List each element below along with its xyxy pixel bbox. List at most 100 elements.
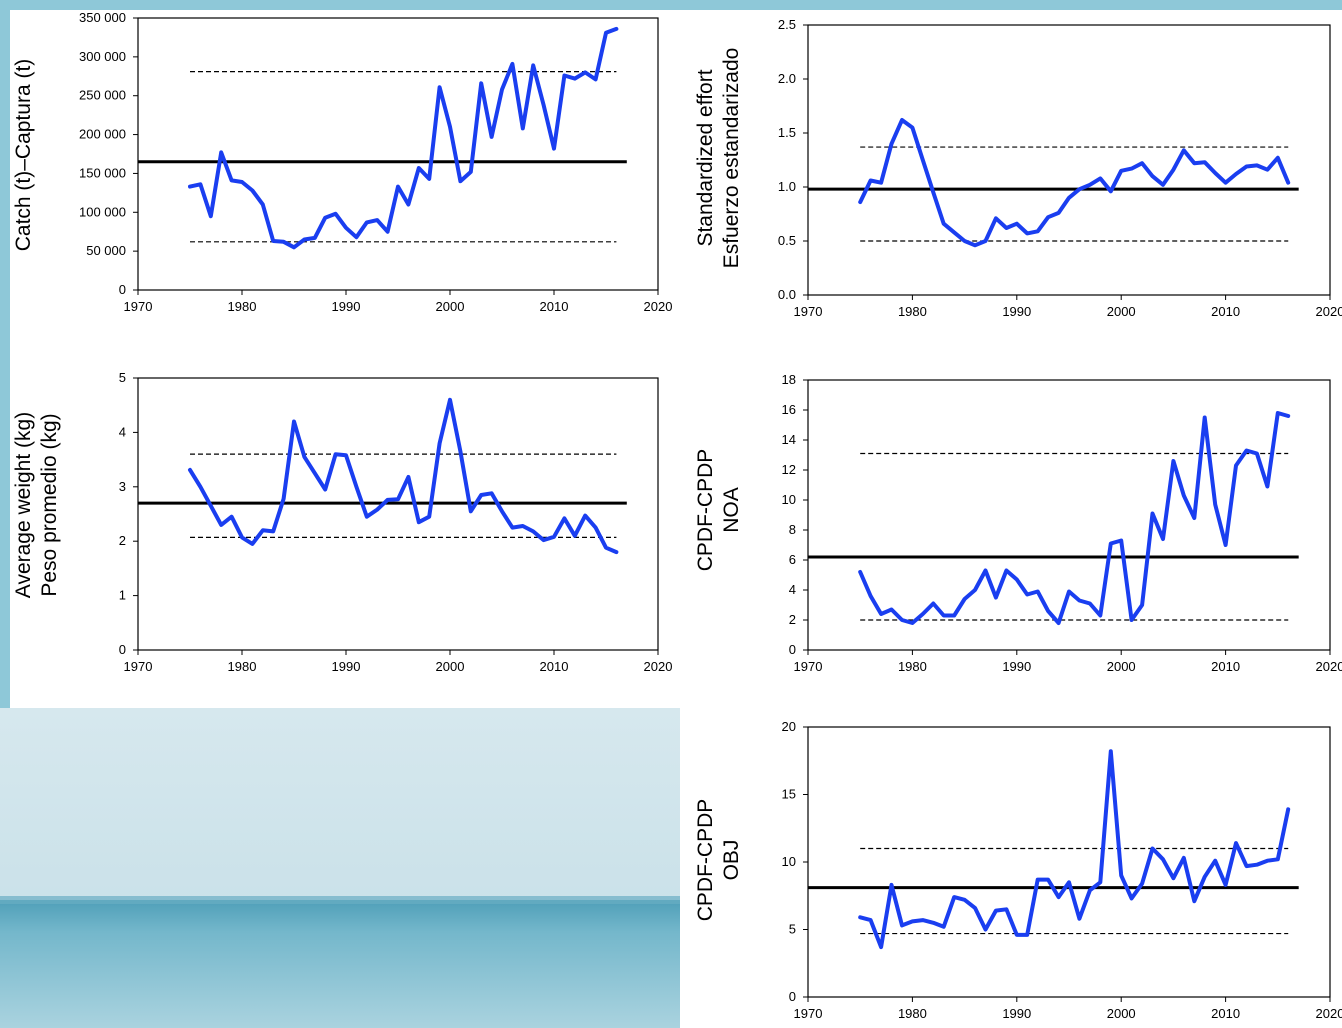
data-point <box>901 619 903 621</box>
y-tick-label: 1.0 <box>778 179 796 194</box>
data-point <box>995 909 997 912</box>
data-point <box>995 217 997 220</box>
data-point <box>1277 412 1279 414</box>
data-point <box>407 203 410 206</box>
data-point <box>615 551 618 553</box>
data-point <box>282 497 285 500</box>
data-point <box>1141 162 1143 165</box>
data-point <box>241 181 243 183</box>
data-point <box>355 486 358 488</box>
x-tick-label: 2020 <box>644 299 673 314</box>
data-point <box>282 241 285 243</box>
data-point <box>1151 175 1154 177</box>
data-point <box>1016 578 1018 581</box>
data-point <box>1036 878 1039 881</box>
data-point <box>1172 460 1175 462</box>
y-axis-label: OBJ <box>720 840 743 881</box>
y-tick-label: 5 <box>119 370 126 385</box>
plot-frame <box>807 379 1331 651</box>
data-point <box>1193 162 1196 165</box>
chart-svg: 0.0 0.5 1.0 1.5 2.0 2.5 1970 1980 1990 2000 2010 20… <box>694 17 1342 319</box>
x-tick-label: 2010 <box>1211 659 1240 674</box>
data-point <box>428 515 431 518</box>
data-point <box>1172 168 1175 171</box>
data-point <box>869 919 872 921</box>
data-point <box>890 143 893 145</box>
data-point <box>963 899 966 901</box>
data-point <box>932 921 935 924</box>
data-point <box>1266 485 1269 488</box>
data-point <box>334 213 337 215</box>
data-point <box>1068 881 1070 884</box>
x-tick-label: 1980 <box>228 659 257 674</box>
data-point <box>869 595 872 597</box>
y-tick-label: 0 <box>789 642 796 657</box>
data-point <box>1183 494 1185 497</box>
data-point <box>1162 184 1164 186</box>
data-point <box>1099 177 1102 180</box>
data-point <box>220 524 222 526</box>
cpdf-obj-chart-panel: 0 5 10 15 20 1970 1980 1990 2000 2010 2020 CPDF-CPD… <box>680 705 1342 1028</box>
y-tick-label: 3 <box>119 479 126 494</box>
y-axis-label: Esfuerzo estandarizado <box>720 48 743 269</box>
data-point <box>942 222 945 225</box>
x-tick-label: 2010 <box>1211 304 1240 319</box>
data-point <box>189 185 191 188</box>
data-point <box>1224 544 1227 546</box>
data-point <box>1193 900 1196 902</box>
data-point <box>1089 889 1091 892</box>
data-point <box>1026 934 1029 936</box>
data-point <box>501 510 503 513</box>
x-tick-label: 2000 <box>436 299 465 314</box>
data-point <box>594 78 597 81</box>
data-point <box>542 104 545 106</box>
y-tick-label: 150 000 <box>79 165 126 180</box>
data-point <box>1120 874 1122 877</box>
data-point <box>438 86 441 88</box>
data-point <box>963 598 966 600</box>
data-point <box>584 71 586 74</box>
series-line <box>858 118 1291 248</box>
data-point <box>1266 168 1269 171</box>
y-tick-label: 4 <box>119 424 126 439</box>
data-point <box>418 521 420 523</box>
data-point <box>397 498 399 501</box>
data-point <box>386 230 389 233</box>
data-point <box>1235 842 1237 844</box>
data-point <box>932 191 935 194</box>
data-point <box>199 486 202 488</box>
data-point <box>303 456 306 458</box>
y-tick-label: 5 <box>789 922 796 937</box>
data-point <box>1016 934 1018 936</box>
data-point <box>324 216 327 219</box>
data-point <box>532 530 534 533</box>
y-axis-label: CPDF-CPDP <box>694 449 717 572</box>
data-point <box>459 450 462 453</box>
x-tick-label: 1980 <box>898 304 927 319</box>
data-point <box>449 126 451 128</box>
data-point <box>501 88 503 91</box>
x-tick-label: 1970 <box>794 659 823 674</box>
x-tick-label: 1970 <box>124 299 153 314</box>
y-tick-label: 12 <box>782 462 796 477</box>
data-point <box>210 215 212 217</box>
data-point <box>1016 222 1018 225</box>
data-point <box>251 189 254 192</box>
x-tick-label: 2020 <box>1316 1006 1342 1021</box>
y-tick-label: 8 <box>789 522 796 537</box>
data-point <box>1214 503 1216 506</box>
x-tick-label: 2000 <box>1107 304 1136 319</box>
data-point <box>366 515 368 518</box>
y-tick-label: 15 <box>782 787 796 802</box>
catch-chart-panel: 0 50 000 100 000 150 000 200 000 250 000 300 0… <box>0 0 680 335</box>
data-point <box>922 919 924 921</box>
data-point <box>272 240 275 242</box>
x-tick-label: 1990 <box>1002 1006 1031 1021</box>
data-point <box>984 240 987 242</box>
data-point <box>324 488 327 491</box>
data-point <box>1068 197 1070 199</box>
data-point <box>1287 415 1290 417</box>
x-tick-label: 2020 <box>1316 659 1342 674</box>
data-point <box>1109 542 1112 545</box>
y-tick-label: 350 000 <box>79 10 126 25</box>
